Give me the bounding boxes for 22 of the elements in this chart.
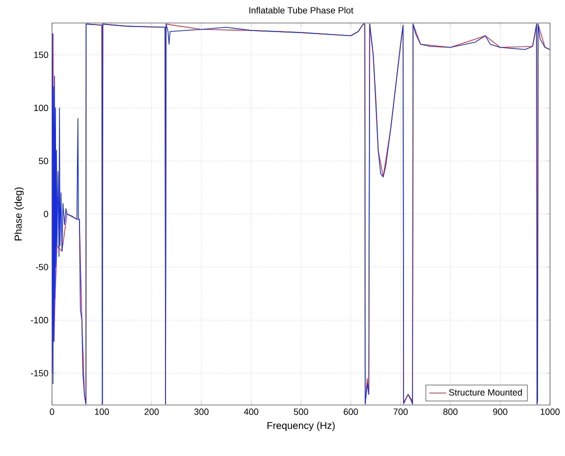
x-tick-label: 1000 <box>540 408 560 415</box>
x-tick-label: 900 <box>493 408 508 415</box>
y-tick-label: 100 <box>34 104 48 112</box>
y-tick-label: -100 <box>30 316 48 324</box>
x-tick-label: 100 <box>95 408 109 415</box>
y-tick-label: 50 <box>38 158 48 164</box>
x-tick-label: 800 <box>443 408 458 415</box>
x-tick-label: 300 <box>194 408 209 415</box>
y-tick-label: 150 <box>34 52 48 58</box>
y-tick-label: -150 <box>30 370 48 376</box>
x-tick-label: 700 <box>394 408 408 415</box>
y-axis-title: Phase (deg) <box>14 187 24 240</box>
x-axis-title: Frequency (Hz) <box>267 422 335 431</box>
y-tick-label: 0 <box>44 210 48 218</box>
x-tick-label: 400 <box>244 408 258 415</box>
x-tick-label: 0 <box>50 408 54 415</box>
x-tick-label: 500 <box>294 408 308 415</box>
chart-title: Inflatable Tube Phase Plot <box>249 6 354 14</box>
legend-label: Structure Mounted <box>449 389 522 396</box>
x-tick-label: 600 <box>344 408 358 415</box>
x-tick-label: 200 <box>144 408 159 415</box>
y-tick-label: -50 <box>36 264 48 270</box>
